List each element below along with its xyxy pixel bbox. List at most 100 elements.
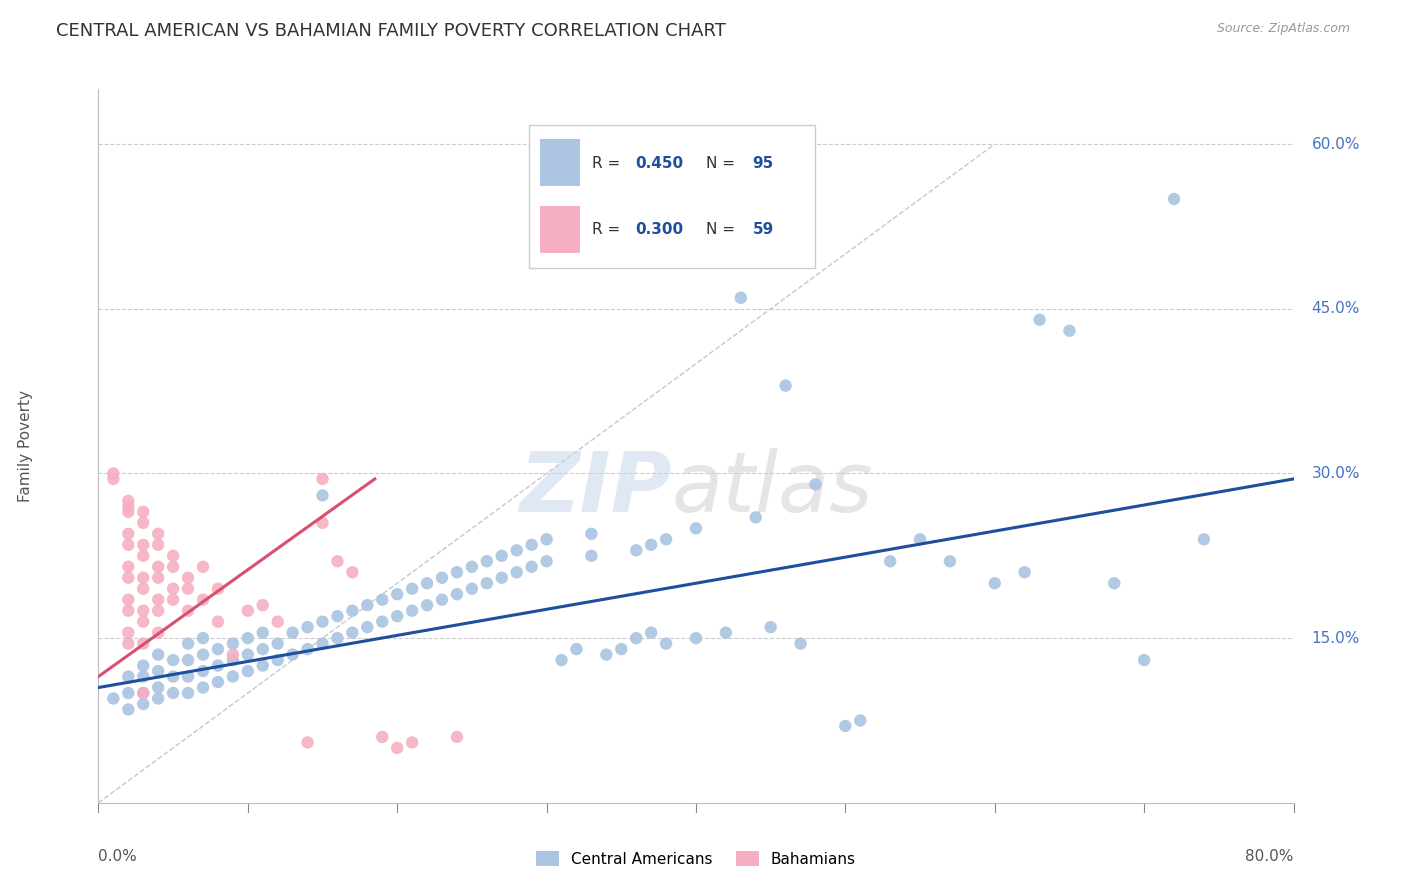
Point	[177, 637, 200, 651]
Text: 80.0%: 80.0%	[1246, 849, 1294, 864]
Point	[162, 686, 184, 700]
Point	[371, 730, 394, 744]
Point	[565, 642, 588, 657]
Point	[520, 559, 543, 574]
Point	[416, 598, 439, 612]
Point	[148, 664, 170, 678]
Point	[236, 664, 259, 678]
Point	[148, 559, 170, 574]
Point	[326, 631, 349, 645]
Point	[103, 467, 125, 481]
Point	[430, 571, 453, 585]
Point	[311, 472, 333, 486]
Point	[267, 615, 290, 629]
Point	[191, 648, 214, 662]
Point	[117, 625, 139, 640]
Point	[595, 648, 617, 662]
Point	[162, 582, 184, 596]
Point	[177, 669, 200, 683]
Point	[1192, 533, 1215, 547]
Point	[536, 554, 558, 568]
Point	[148, 592, 170, 607]
Text: CENTRAL AMERICAN VS BAHAMIAN FAMILY POVERTY CORRELATION CHART: CENTRAL AMERICAN VS BAHAMIAN FAMILY POVE…	[56, 22, 725, 40]
Point	[834, 719, 856, 733]
Point	[430, 592, 453, 607]
Point	[326, 609, 349, 624]
Point	[207, 675, 229, 690]
Point	[252, 625, 274, 640]
Point	[148, 681, 170, 695]
Point	[252, 658, 274, 673]
Point	[132, 505, 155, 519]
Point	[148, 625, 170, 640]
Point	[191, 664, 214, 678]
Point	[1163, 192, 1185, 206]
Point	[640, 538, 662, 552]
Text: 30.0%: 30.0%	[1312, 466, 1360, 481]
Point	[222, 648, 245, 662]
Point	[148, 648, 170, 662]
Point	[371, 615, 394, 629]
Point	[117, 686, 139, 700]
Point	[1133, 653, 1156, 667]
Point	[685, 521, 707, 535]
Point	[162, 669, 184, 683]
Point	[236, 648, 259, 662]
Point	[162, 559, 184, 574]
Point	[461, 559, 484, 574]
Point	[401, 735, 423, 749]
Point	[745, 510, 768, 524]
Point	[117, 505, 139, 519]
Point	[207, 658, 229, 673]
Point	[908, 533, 931, 547]
Point	[626, 543, 648, 558]
Point	[117, 500, 139, 514]
Point	[626, 631, 648, 645]
Point	[191, 592, 214, 607]
Point	[939, 554, 962, 568]
Point	[581, 526, 603, 541]
Point	[132, 549, 155, 563]
Point	[177, 653, 200, 667]
Point	[132, 516, 155, 530]
Point	[446, 730, 468, 744]
Point	[162, 549, 184, 563]
Point	[267, 637, 290, 651]
Point	[252, 598, 274, 612]
Point	[714, 625, 737, 640]
Point	[1028, 312, 1050, 326]
Point	[446, 587, 468, 601]
Point	[342, 625, 364, 640]
Point	[775, 378, 797, 392]
Point	[311, 637, 333, 651]
Point	[730, 291, 752, 305]
Legend: Central Americans, Bahamians: Central Americans, Bahamians	[536, 851, 856, 866]
Point	[416, 576, 439, 591]
Point	[506, 543, 529, 558]
Point	[148, 538, 170, 552]
Point	[236, 604, 259, 618]
Point	[640, 625, 662, 640]
Point	[342, 604, 364, 618]
Point	[475, 554, 498, 568]
Point	[759, 620, 782, 634]
Point	[148, 604, 170, 618]
Point	[281, 648, 304, 662]
Point	[446, 566, 468, 580]
Point	[117, 571, 139, 585]
Point	[117, 592, 139, 607]
Point	[655, 533, 678, 547]
Point	[297, 620, 319, 634]
Point	[879, 554, 901, 568]
Point	[281, 625, 304, 640]
Point	[655, 637, 678, 651]
Text: Family Poverty: Family Poverty	[18, 390, 32, 502]
Point	[132, 669, 155, 683]
Point	[103, 472, 125, 486]
Point	[297, 642, 319, 657]
Point	[311, 488, 333, 502]
Point	[117, 526, 139, 541]
Point	[1059, 324, 1081, 338]
Point	[222, 669, 245, 683]
Text: ZIP: ZIP	[519, 449, 672, 529]
